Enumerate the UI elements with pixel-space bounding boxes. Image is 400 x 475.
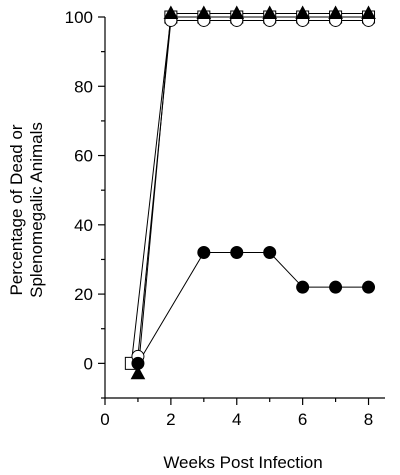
x-tick-label: 4 (232, 410, 241, 429)
filled-triangle-point (163, 5, 179, 20)
series-line-filled-triangle (137, 13, 369, 374)
x-tick-label: 8 (364, 410, 373, 429)
y-tick-label: 100 (65, 8, 93, 27)
y-axis-label-line-1: Percentage of Dead or (7, 124, 26, 295)
y-tick-label: 60 (74, 147, 93, 166)
filled-circle-point (329, 280, 343, 294)
series-layer (124, 5, 376, 380)
filled-triangle-point (130, 365, 146, 380)
y-tick-label: 40 (74, 216, 93, 235)
y-tick-label: 80 (74, 77, 93, 96)
filled-circle-point (263, 246, 277, 260)
filled-circle-point (362, 280, 376, 294)
y-tick-label: 0 (84, 354, 93, 373)
y-axis-label-line-2: Splenomegalic Animals (27, 122, 46, 298)
x-axis-label: Weeks Post Infection (163, 453, 322, 472)
x-tick-label: 2 (166, 410, 175, 429)
filled-circle-point (197, 246, 211, 260)
y-tick-label: 20 (74, 285, 93, 304)
series-line-filled-circle (137, 252, 369, 364)
filled-triangle-point (196, 5, 212, 20)
filled-circle-point (296, 280, 310, 294)
filled-triangle-point (361, 5, 376, 20)
filled-circle-point (230, 246, 244, 260)
filled-triangle-point (262, 5, 278, 20)
x-tick-label: 6 (298, 410, 307, 429)
x-tick-label: 0 (100, 410, 109, 429)
filled-triangle-point (295, 5, 310, 20)
filled-triangle-point (328, 5, 343, 20)
filled-triangle-point (229, 5, 245, 20)
series-line-open-square (130, 16, 369, 364)
